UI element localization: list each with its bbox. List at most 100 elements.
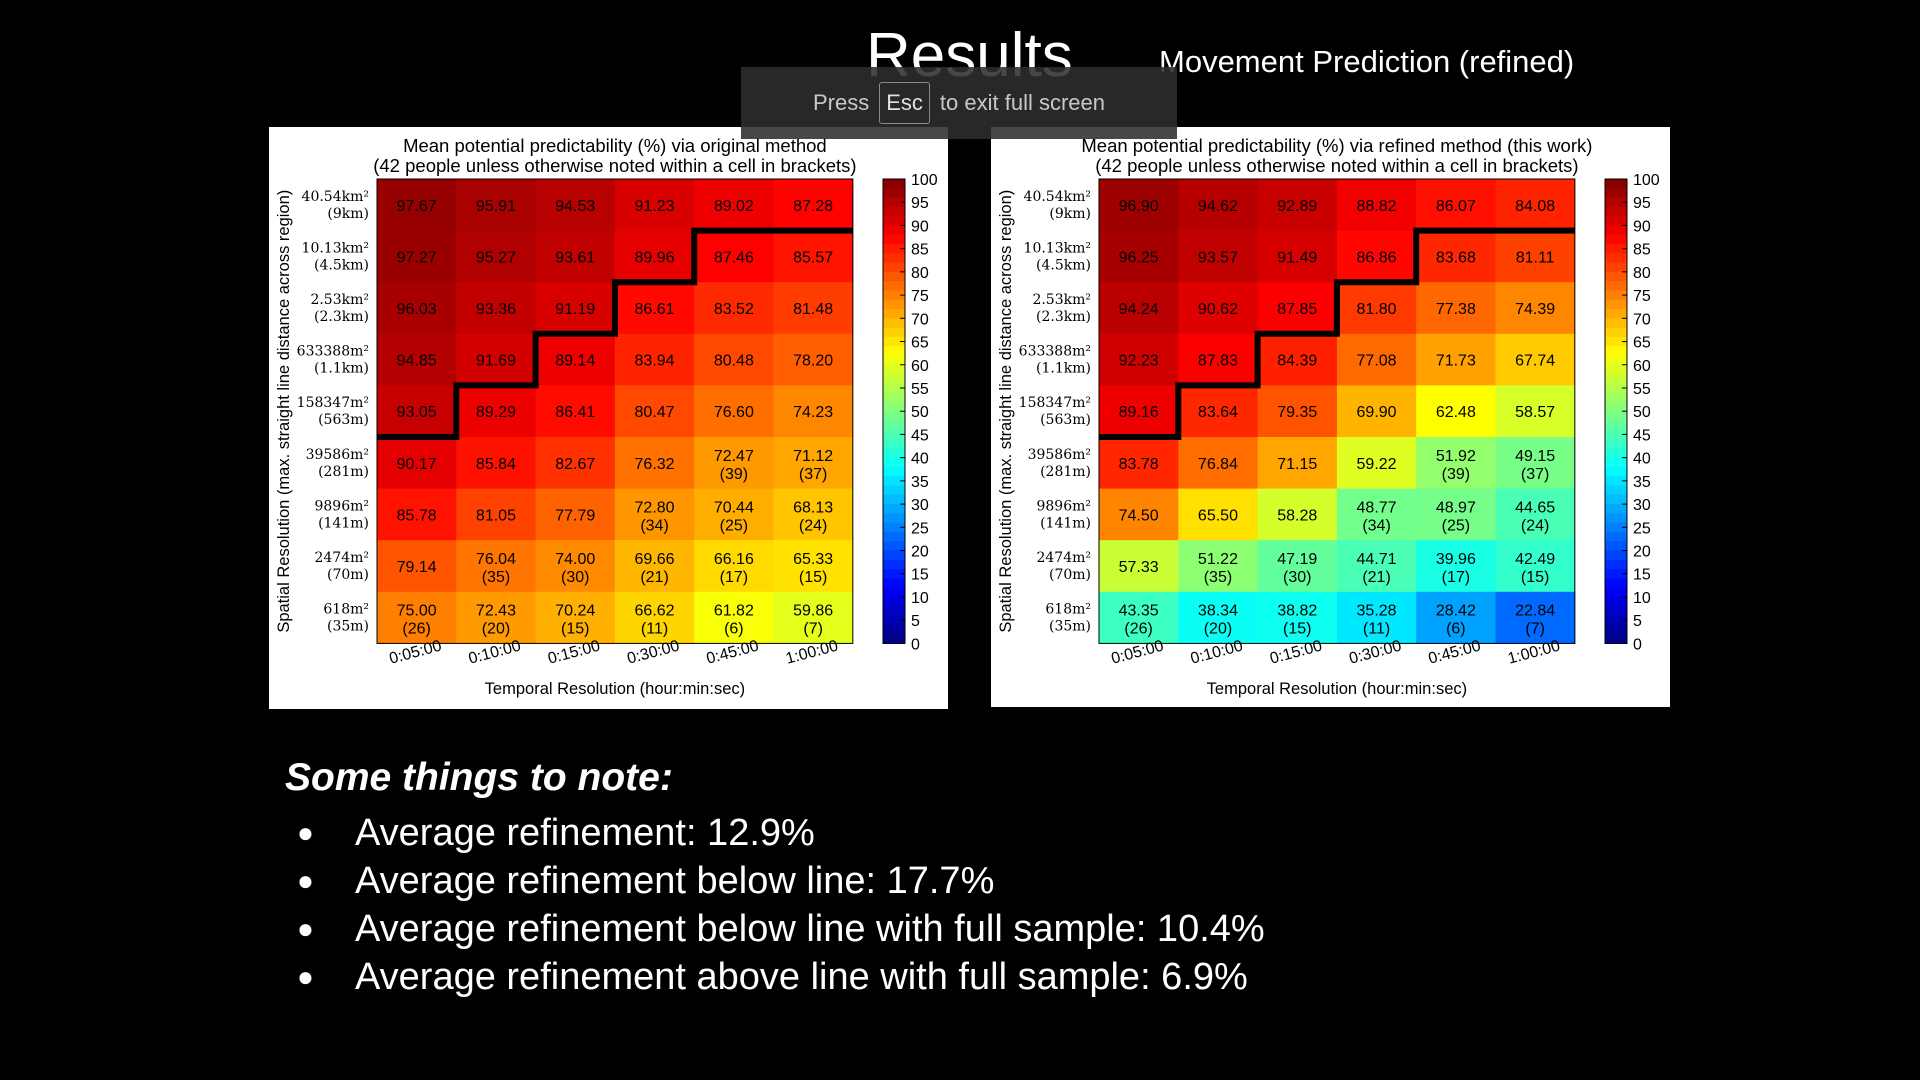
colorbar-segment	[1605, 281, 1627, 292]
heatmap-original-chart: Mean potential predictability (%) via or…	[275, 135, 938, 698]
note-item: Average refinement: 12.9%	[285, 809, 1265, 857]
heatmap-cell	[1178, 385, 1259, 438]
cell-value-label: 69.90	[1357, 404, 1397, 421]
cell-value-label: 48.97	[1436, 499, 1476, 516]
heatmap-cell	[456, 437, 537, 490]
heatmap-cell	[694, 230, 774, 283]
heatmap-cell	[535, 488, 616, 541]
heatmap-cell	[1178, 282, 1259, 335]
colorbar-segment	[1605, 179, 1627, 189]
heatmap-cell	[614, 385, 695, 438]
plot-frame	[1098, 178, 1576, 644]
cell-value-label: 49.15	[1515, 448, 1555, 465]
heatmap-cell	[1178, 437, 1259, 490]
heatmap-cell	[1336, 591, 1417, 644]
colorbar-segment	[883, 476, 905, 487]
heatmap-cell	[773, 591, 854, 644]
colorbar-segment	[1605, 225, 1627, 236]
heatmap-cell	[456, 488, 537, 541]
colorbar-segment	[883, 392, 905, 403]
cell-value-label: 86.61	[635, 301, 675, 318]
y-tick-label: (2.3km)	[1036, 309, 1091, 325]
y-tick-label: (4.5km)	[314, 257, 369, 273]
colorbar-segment	[883, 411, 905, 422]
colorbar-tick-label: 80	[911, 265, 929, 282]
x-axis-label: Temporal Resolution (hour:min:sec)	[485, 680, 745, 698]
chart-title-line2: (42 people unless otherwise noted within…	[373, 155, 856, 176]
colorbar-segment	[883, 457, 905, 468]
heatmap-cell	[1099, 437, 1179, 490]
colorbar-tick-label: 70	[1633, 311, 1651, 328]
colorbar-segment	[1605, 569, 1627, 579]
heatmap-cell	[1336, 179, 1417, 232]
cell-count-label: (11)	[1363, 621, 1390, 638]
heatmap-refined-panel: Mean potential predictability (%) via re…	[991, 127, 1670, 707]
cell-count-label: (6)	[724, 621, 744, 638]
heatmap-cell	[1257, 437, 1338, 490]
y-tick-label: (563m)	[318, 412, 369, 428]
cell-value-label: 72.47	[714, 448, 754, 465]
colorbar-segment	[883, 309, 905, 319]
cell-value-label: 95.27	[476, 249, 516, 266]
cell-count-label: (17)	[720, 569, 748, 586]
cell-value-label: 79.14	[397, 559, 437, 576]
cell-value-label: 70.44	[714, 499, 754, 516]
y-tick-label: (141m)	[1040, 515, 1091, 531]
fullscreen-notice-press: Press	[812, 90, 870, 115]
heatmap-cell	[1336, 385, 1417, 438]
colorbar-segment	[883, 485, 905, 496]
colorbar-segment	[883, 318, 905, 329]
heatmap-cell	[1257, 591, 1338, 644]
note-item: Average refinement below line with full …	[285, 905, 1265, 953]
cell-value-label: 38.34	[1198, 603, 1238, 620]
cell-value-label: 76.32	[635, 456, 675, 473]
cell-count-label: (26)	[402, 621, 430, 638]
fullscreen-notice: Press Esc to exit full screen	[741, 67, 1177, 139]
y-axis-label: Spatial Resolution (max. straight line d…	[275, 190, 293, 633]
cell-value-label: 65.33	[793, 551, 833, 568]
heatmap-cell	[1178, 591, 1259, 644]
cell-count-label: (21)	[640, 569, 668, 586]
cell-count-label: (30)	[1283, 569, 1311, 586]
colorbar-segment	[883, 522, 905, 533]
colorbar-segment	[1605, 578, 1627, 589]
y-tick-label: 39586m²	[1028, 447, 1091, 463]
cell-value-label: 71.15	[1277, 456, 1317, 473]
heatmap-cell	[456, 230, 537, 283]
cell-value-label: 93.36	[476, 301, 516, 318]
heatmap-cell	[535, 437, 616, 490]
colorbar-segment	[1605, 392, 1627, 403]
colorbar-segment	[883, 578, 905, 589]
colorbar-segment	[883, 327, 905, 338]
cell-value-label: 81.11	[1516, 249, 1555, 266]
heatmap-cell	[456, 591, 537, 644]
cell-value-label: 87.46	[714, 249, 754, 266]
heatmap-cell	[377, 282, 457, 335]
cell-value-label: 80.47	[635, 404, 675, 421]
cell-count-label: (21)	[1362, 569, 1390, 586]
colorbar-tick-label: 10	[1633, 590, 1651, 607]
y-tick-label: 158347m²	[1019, 395, 1091, 411]
colorbar-segment	[883, 504, 905, 514]
colorbar-segment	[883, 383, 905, 394]
cell-value-label: 42.49	[1515, 551, 1555, 568]
heatmap-cell	[1099, 540, 1179, 593]
colorbar-segment	[1605, 234, 1627, 245]
cell-value-label: 87.83	[1198, 353, 1238, 370]
colorbar-segment	[883, 244, 905, 254]
colorbar-segment	[1605, 327, 1627, 338]
heatmap-refined-chart: Mean potential predictability (%) via re…	[997, 135, 1660, 698]
cell-count-label: (15)	[799, 569, 827, 586]
colorbar-segment	[883, 179, 905, 189]
colorbar-tick-label: 45	[911, 427, 929, 444]
notes-section: Some things to note: Average refinement:…	[285, 755, 1265, 1001]
heatmap-cell	[773, 437, 854, 490]
cell-value-label: 83.78	[1119, 456, 1159, 473]
y-tick-label: (563m)	[1040, 412, 1091, 428]
y-tick-label: (70m)	[1049, 567, 1091, 583]
colorbar-segment	[883, 216, 905, 227]
colorbar-tick-label: 15	[911, 567, 929, 584]
boundary-line	[377, 227, 853, 440]
cell-value-label: 72.43	[476, 603, 516, 620]
heatmap-cell	[377, 591, 457, 644]
